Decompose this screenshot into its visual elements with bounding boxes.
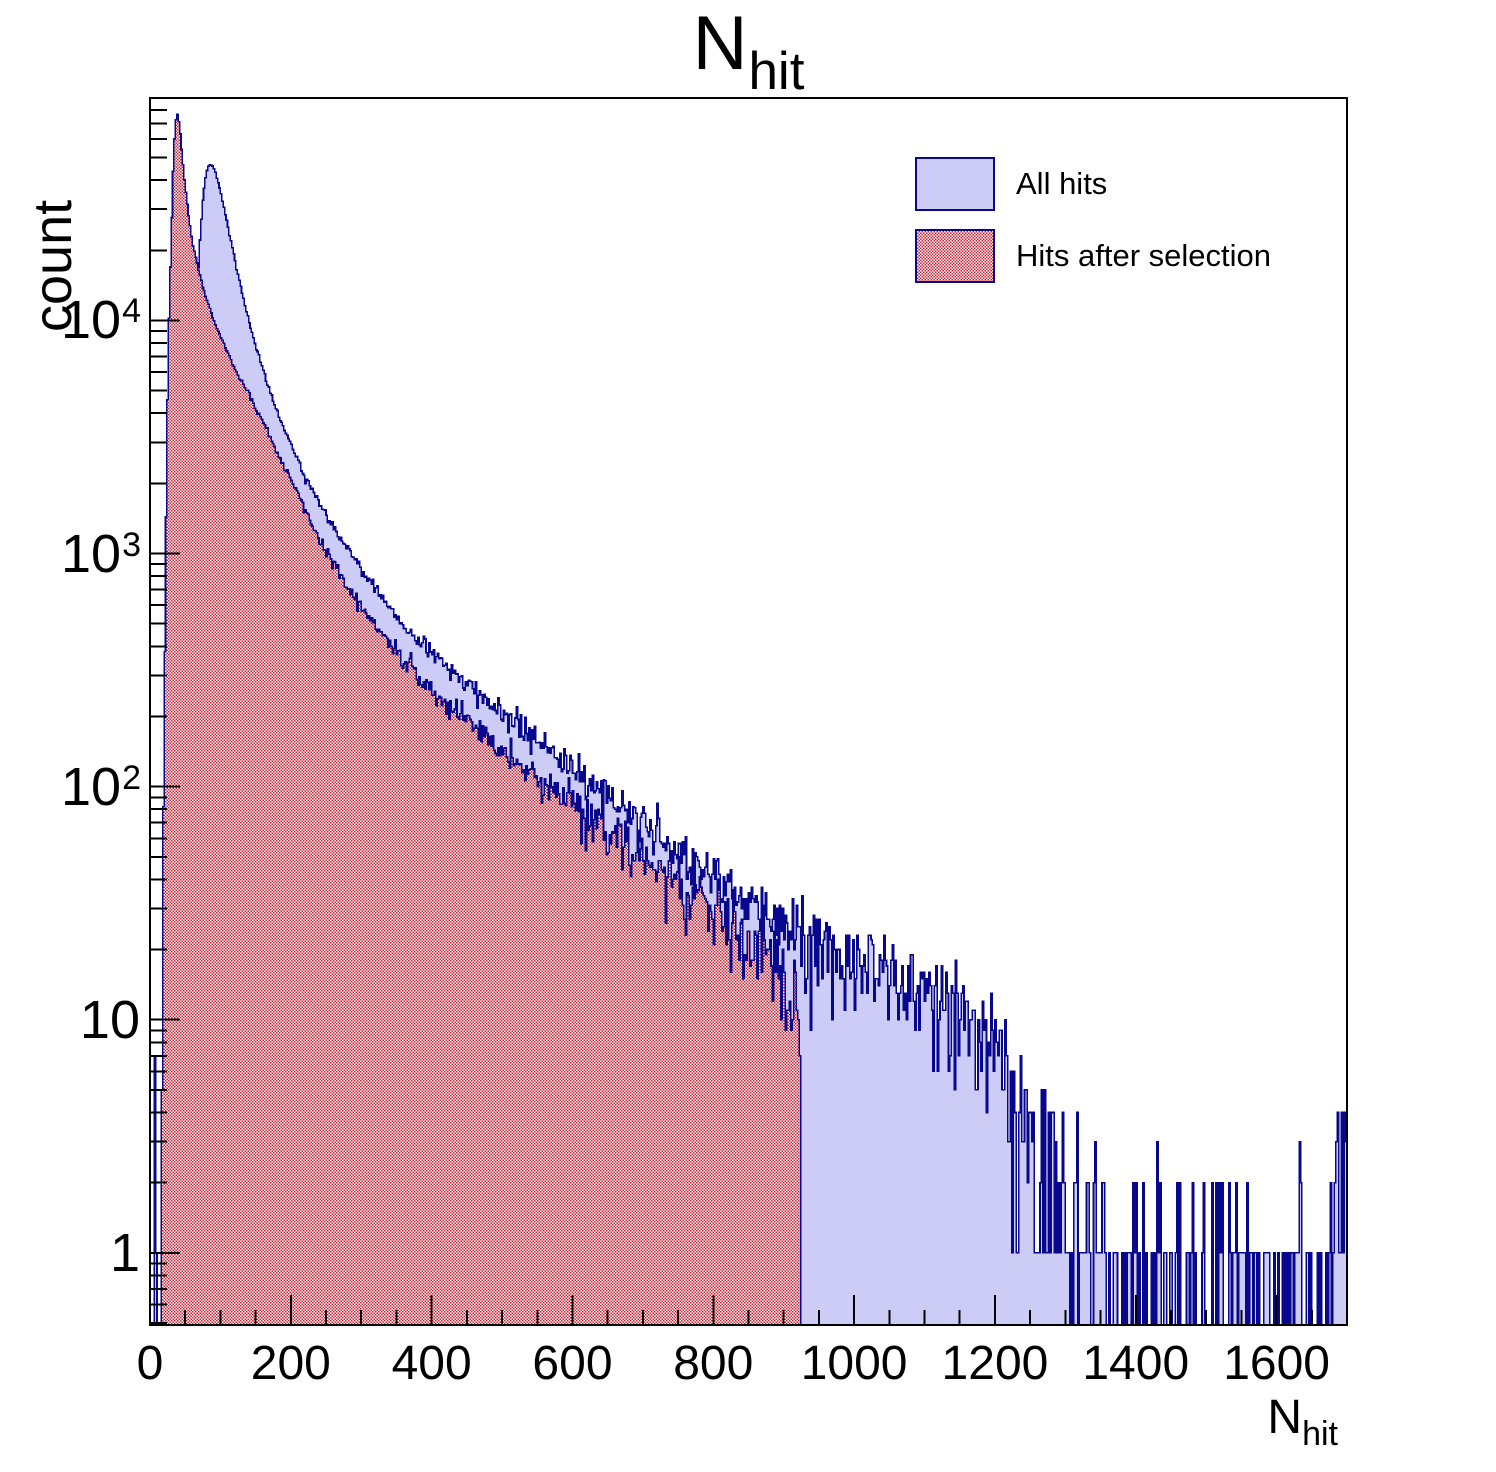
legend-swatch-hits-after-selection xyxy=(915,229,995,283)
legend-swatch-all-hits xyxy=(915,157,995,211)
x-tick-label: 600 xyxy=(532,1337,613,1390)
x-tick-label: 1400 xyxy=(1082,1337,1190,1390)
x-axis-title-sub: hit xyxy=(1302,1415,1338,1453)
y-tick-label: 10 xyxy=(79,989,140,1050)
x-tick-label: 800 xyxy=(673,1337,754,1390)
legend-label: Hits after selection xyxy=(1016,238,1271,273)
legend: All hits Hits after selection xyxy=(915,157,1271,302)
x-tick-label: 400 xyxy=(391,1337,472,1390)
chart-title-sub: hit xyxy=(748,42,805,101)
legend-item: Hits after selection xyxy=(915,229,1271,283)
chart-title-main: N xyxy=(692,1,748,86)
y-tick-label: 102 xyxy=(61,756,141,817)
x-tick-label: 0 xyxy=(136,1337,164,1390)
x-axis-title-main: N xyxy=(1267,1391,1303,1444)
axes xyxy=(149,97,1348,1326)
chart-title: Nhit xyxy=(0,1,1496,102)
x-axis-title: Nhit xyxy=(1267,1390,1338,1453)
y-tick-label: 1 xyxy=(109,1222,140,1283)
y-tick-label: 104 xyxy=(61,290,141,351)
legend-label: All hits xyxy=(1016,166,1108,201)
x-tick-label: 200 xyxy=(250,1337,331,1390)
x-tick-label: 1200 xyxy=(941,1337,1049,1390)
legend-item: All hits xyxy=(915,157,1271,211)
x-tick-label: 1000 xyxy=(800,1337,908,1390)
x-tick-label: 1600 xyxy=(1223,1337,1330,1390)
y-tick-label: 103 xyxy=(61,523,141,584)
